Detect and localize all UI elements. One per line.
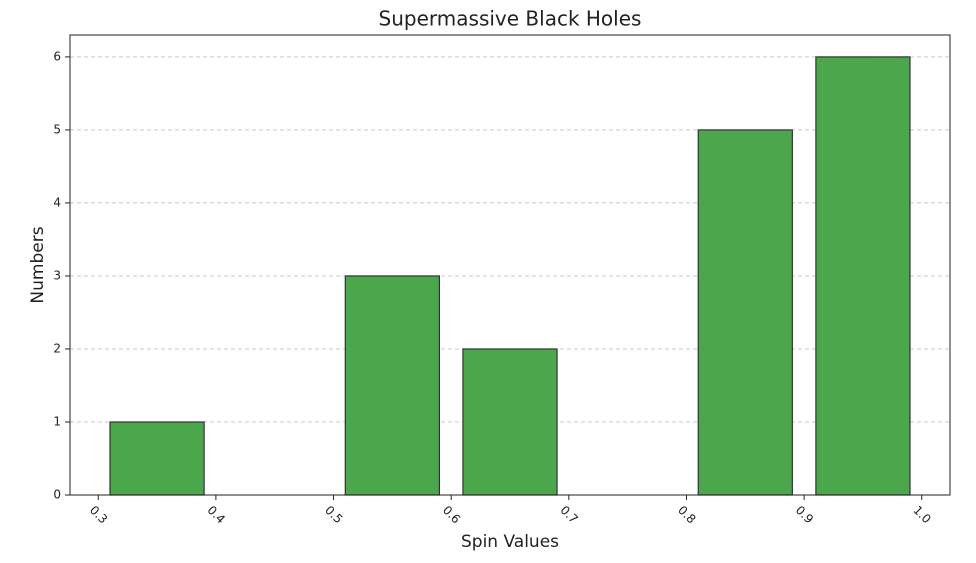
x-tick-label: 0.5	[322, 503, 345, 526]
x-tick-label: 1.0	[910, 503, 933, 526]
x-axis-label: Spin Values	[461, 532, 559, 552]
bar	[462, 348, 558, 496]
y-tick-label: 2	[53, 341, 61, 355]
x-tick-label: 0.8	[675, 503, 698, 526]
y-tick-label: 6	[53, 49, 61, 63]
bar	[697, 129, 793, 496]
y-tick-label: 0	[53, 488, 61, 502]
y-tick-label: 4	[53, 195, 61, 209]
x-tick-label: 0.3	[87, 503, 110, 526]
bar	[109, 421, 205, 496]
y-tick-label: 5	[53, 122, 61, 136]
x-tick-label: 0.6	[440, 503, 463, 526]
y-axis-label: Numbers	[28, 226, 48, 303]
x-tick-label: 0.9	[793, 503, 816, 526]
chart-title: Supermassive Black Holes	[379, 7, 642, 31]
y-tick-label: 1	[53, 414, 61, 428]
plot-frame	[69, 34, 951, 496]
bar	[344, 275, 441, 496]
y-tick-label: 3	[53, 268, 61, 282]
bar	[815, 56, 911, 496]
x-tick-label: 0.4	[205, 503, 228, 526]
x-tick-label: 0.7	[557, 503, 580, 526]
